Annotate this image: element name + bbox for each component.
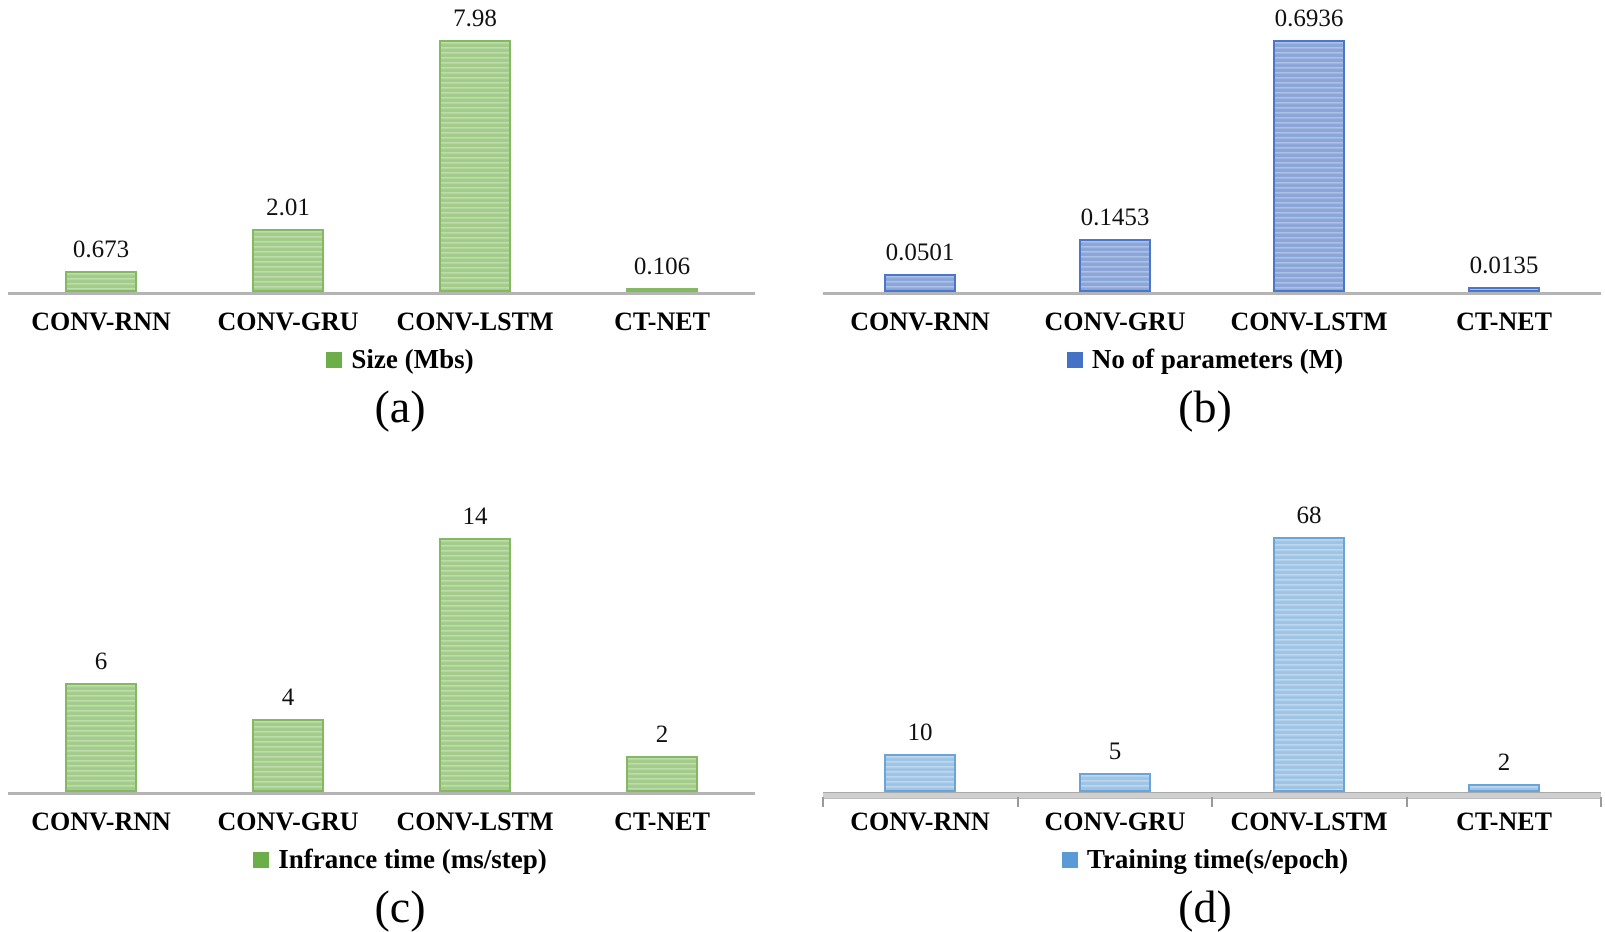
- category-label-conv-rnn: CONV-RNN: [850, 807, 990, 836]
- bar-conv-gru: [252, 719, 324, 792]
- category-label-conv-gru: CONV-GRU: [217, 807, 359, 836]
- panel-c-x-axis: [8, 792, 755, 795]
- panel-d-plot-area: 10 5 68 2: [805, 440, 1605, 792]
- panel-a-x-axis: [8, 292, 755, 295]
- category-label-conv-lstm: CONV-LSTM: [396, 807, 554, 836]
- bar-conv-rnn: [884, 754, 956, 792]
- bar-texture: [886, 276, 954, 290]
- bar-value-label: 2: [1497, 749, 1511, 776]
- category-label-conv-lstm: CONV-LSTM: [1230, 307, 1388, 336]
- bar-texture: [254, 231, 322, 290]
- legend-swatch-icon: [253, 851, 270, 868]
- bar-texture: [254, 721, 322, 790]
- bar-texture: [441, 540, 509, 790]
- bar-conv-lstm: [439, 40, 511, 292]
- panel-a-legend: Size (Mbs): [0, 344, 800, 375]
- category-label-ct-net: CT-NET: [1456, 307, 1552, 336]
- bar-value-label: 2: [655, 721, 669, 748]
- legend-label: No of parameters (M): [1091, 344, 1344, 374]
- category-label-conv-rnn: CONV-RNN: [31, 307, 171, 336]
- panel-b-caption: (b): [1178, 381, 1232, 432]
- bar-texture: [1275, 539, 1343, 790]
- legend-label: Size (Mbs): [351, 344, 474, 374]
- chart-panel-a: 0.673 2.01 7.98 0.106 CONV-RNN CONV-GRU CONV-…: [0, 0, 800, 440]
- legend-label: Training time(s/epoch): [1086, 844, 1349, 874]
- bar-texture: [67, 273, 135, 290]
- chart-panel-d: 10 5 68 2 CONV-RNN CONV-GRU CONV-LSTM CT-NET T…: [805, 440, 1605, 930]
- category-label-conv-lstm: CONV-LSTM: [396, 307, 554, 336]
- category-label-conv-gru: CONV-GRU: [1044, 807, 1186, 836]
- category-label-ct-net: CT-NET: [614, 807, 710, 836]
- bar-texture: [441, 42, 509, 290]
- bar-value-label: 0.0501: [885, 239, 955, 266]
- bar-texture: [1275, 42, 1343, 290]
- bar-value-label: 0.1453: [1080, 204, 1150, 231]
- legend-swatch-icon: [326, 351, 343, 368]
- bar-value-label: 2.01: [266, 194, 310, 221]
- bar-ct-net: [626, 288, 698, 292]
- bar-conv-lstm: [439, 538, 511, 792]
- bar-value-label: 5: [1108, 738, 1122, 765]
- bar-ct-net: [1468, 784, 1540, 792]
- panel-c-caption: (c): [374, 881, 426, 932]
- bar-conv-rnn: [65, 683, 137, 792]
- bar-value-label: 10: [907, 719, 933, 746]
- legend-label: Infrance time (ms/step): [278, 844, 547, 874]
- panel-b-x-axis: [823, 292, 1601, 295]
- bar-ct-net: [1468, 287, 1540, 292]
- category-label-conv-rnn: CONV-RNN: [31, 807, 171, 836]
- panel-d-legend: Training time(s/epoch): [805, 844, 1605, 875]
- bar-conv-gru: [1079, 773, 1151, 792]
- bar-texture: [886, 756, 954, 790]
- bar-conv-lstm: [1273, 40, 1345, 292]
- panel-c-plot-area: 6 4 14 2: [0, 440, 800, 792]
- bar-conv-rnn: [65, 271, 137, 292]
- bar-texture: [67, 685, 135, 790]
- chart-panel-b: 0.0501 0.1453 0.6936 0.0135 CONV-RNN CONV-GR…: [805, 0, 1605, 440]
- bar-value-label: 0.0135: [1469, 252, 1539, 279]
- bar-conv-lstm: [1273, 537, 1345, 792]
- bar-value-label: 0.673: [72, 236, 130, 263]
- bar-texture: [1081, 775, 1149, 790]
- bar-value-label: 0.106: [633, 253, 691, 280]
- panel-d-caption: (d): [1178, 881, 1232, 932]
- bar-texture: [628, 758, 696, 790]
- legend-swatch-icon: [1066, 351, 1083, 368]
- category-label-conv-gru: CONV-GRU: [1044, 307, 1186, 336]
- x-axis-tick: [822, 797, 824, 807]
- bar-value-label: 0.6936: [1274, 5, 1344, 32]
- category-label-ct-net: CT-NET: [614, 307, 710, 336]
- x-axis-tick: [1016, 797, 1019, 807]
- panel-b-legend: No of parameters (M): [805, 344, 1605, 375]
- bar-value-label: 4: [281, 684, 295, 711]
- x-axis-tick: [1600, 797, 1602, 807]
- panel-a-plot-area: 0.673 2.01 7.98 0.106: [0, 0, 800, 292]
- category-label-conv-rnn: CONV-RNN: [850, 307, 990, 336]
- bar-texture: [1081, 241, 1149, 290]
- bar-ct-net: [626, 756, 698, 792]
- category-label-conv-gru: CONV-GRU: [217, 307, 359, 336]
- bar-texture: [1470, 786, 1538, 790]
- bar-value-label: 68: [1296, 502, 1322, 529]
- bar-value-label: 14: [462, 503, 488, 530]
- x-axis-tick: [1405, 797, 1408, 807]
- x-axis-tick: [1211, 797, 1213, 807]
- bar-value-label: 6: [94, 648, 108, 675]
- bar-conv-gru: [252, 229, 324, 292]
- bar-conv-rnn: [884, 274, 956, 292]
- panel-c-legend: Infrance time (ms/step): [0, 844, 800, 875]
- bar-conv-gru: [1079, 239, 1151, 292]
- category-label-ct-net: CT-NET: [1456, 807, 1552, 836]
- legend-swatch-icon: [1061, 851, 1078, 868]
- bar-texture: [1470, 289, 1538, 290]
- panel-b-plot-area: 0.0501 0.1453 0.6936 0.0135: [805, 0, 1605, 292]
- bar-value-label: 7.98: [453, 5, 497, 32]
- chart-panel-c: 6 4 14 2 CONV-RNN CONV-GRU CONV-LSTM CT-NET In…: [0, 440, 800, 930]
- category-label-conv-lstm: CONV-LSTM: [1230, 807, 1388, 836]
- panel-a-caption: (a): [374, 381, 426, 432]
